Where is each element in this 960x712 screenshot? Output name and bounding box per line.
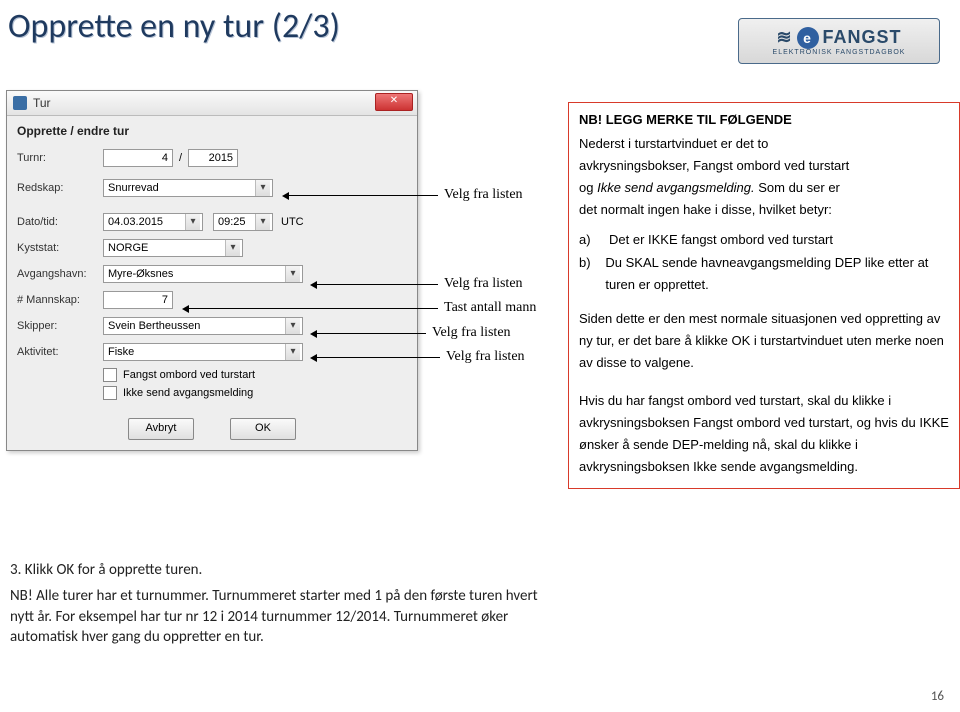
close-button[interactable]: ✕ <box>375 93 413 111</box>
bottom-instructions: 3. Klikk OK for å opprette turen. NB! Al… <box>10 560 550 647</box>
avbryt-button[interactable]: Avbryt <box>128 418 194 440</box>
kyststat-label: Kyststat: <box>17 242 103 254</box>
skipper-value: Svein Bertheussen <box>108 320 200 332</box>
dialog-titlebar: Tur ✕ <box>7 91 417 116</box>
bl-line1: 3. Klikk OK for å opprette turen. <box>10 560 550 580</box>
anno-5: Velg fra listen <box>446 349 525 365</box>
redskap-value: Snurrevad <box>108 182 159 194</box>
arrow-5 <box>316 357 440 358</box>
info-heading: NB! LEGG MERKE TIL FØLGENDE <box>579 109 949 131</box>
info-p1c-pre: og <box>579 180 597 195</box>
avgangshavn-label: Avgangshavn: <box>17 268 103 280</box>
logo: ≋ e FANGST ELEKTRONISK FANGSTDAGBOK <box>738 18 940 64</box>
kyststat-value: NORGE <box>108 242 148 254</box>
fangst-ombord-checkbox[interactable] <box>103 368 117 382</box>
utc-label: UTC <box>281 216 304 228</box>
skipper-select[interactable]: Svein Bertheussen <box>103 317 303 335</box>
arrow-1 <box>288 195 438 196</box>
slide-title: Opprette en ny tur (2/3) <box>8 6 340 47</box>
skipper-label: Skipper: <box>17 320 103 332</box>
redskap-label: Redskap: <box>17 182 103 194</box>
info-p1c-i: Ikke send avgangsmelding. <box>597 180 755 195</box>
logo-e-icon: e <box>797 27 819 49</box>
dialog-icon <box>13 96 27 110</box>
info-p3: Hvis du har fangst ombord ved turstart, … <box>579 390 949 478</box>
arrow-2 <box>316 284 438 285</box>
redskap-select[interactable]: Snurrevad <box>103 179 273 197</box>
ikke-send-label: Ikke send avgangsmelding <box>123 387 253 399</box>
aktivitet-label: Aktivitet: <box>17 346 103 358</box>
arrow-4 <box>316 333 426 334</box>
turnr-sep: / <box>179 152 182 164</box>
tur-dialog: Tur ✕ Opprette / endre tur Turnr: 4 / 20… <box>6 90 418 451</box>
anno-3: Tast antall mann <box>444 300 536 316</box>
aktivitet-select[interactable]: Fiske <box>103 343 303 361</box>
dato-label: Dato/tid: <box>17 216 103 228</box>
tid-input[interactable]: 09:25 <box>213 213 273 231</box>
anno-2: Velg fra listen <box>444 276 523 292</box>
waves-icon: ≋ <box>776 27 792 48</box>
aktivitet-value: Fiske <box>108 346 134 358</box>
dialog-heading: Opprette / endre tur <box>17 124 407 138</box>
kyststat-select[interactable]: NORGE <box>103 239 243 257</box>
anno-4: Velg fra listen <box>432 325 511 341</box>
bl-line2: NB! Alle turer har et turnummer. Turnumm… <box>10 586 550 647</box>
info-li-a-key: a) <box>579 229 597 251</box>
avgangshavn-value: Myre-Øksnes <box>108 268 173 280</box>
mannskap-label: # Mannskap: <box>17 294 103 306</box>
avgangshavn-select[interactable]: Myre-Øksnes <box>103 265 303 283</box>
page-number: 16 <box>931 689 944 704</box>
fangst-ombord-label: Fangst ombord ved turstart <box>123 369 255 381</box>
dato-value: 04.03.2015 <box>108 216 163 228</box>
logo-subtitle: ELEKTRONISK FANGSTDAGBOK <box>773 49 906 56</box>
mannskap-input[interactable]: 7 <box>103 291 173 309</box>
turnr-year-input[interactable]: 2015 <box>188 149 238 167</box>
info-li-b-key: b) <box>579 252 593 296</box>
info-li-a-text: Det er IKKE fangst ombord ved turstart <box>609 229 833 251</box>
info-p1d: det normalt ingen hake i disse, hvilket … <box>579 202 832 217</box>
turnr-label: Turnr: <box>17 152 103 164</box>
info-li-b-text: Du SKAL sende havneavgangsmelding DEP li… <box>605 252 949 296</box>
info-p1b: avkrysningsbokser, Fangst ombord ved tur… <box>579 158 849 173</box>
ikke-send-checkbox[interactable] <box>103 386 117 400</box>
info-p1c-post: Som du ser er <box>755 180 840 195</box>
logo-main: FANGST <box>823 27 902 48</box>
dato-input[interactable]: 04.03.2015 <box>103 213 203 231</box>
anno-1: Velg fra listen <box>444 187 523 203</box>
turnr-input[interactable]: 4 <box>103 149 173 167</box>
tid-value: 09:25 <box>218 216 246 228</box>
arrow-3 <box>188 308 438 309</box>
info-p1a: Nederst i turstartvinduet er det to <box>579 136 768 151</box>
dialog-title: Tur <box>33 96 51 110</box>
ok-button[interactable]: OK <box>230 418 296 440</box>
info-p2: Siden dette er den mest normale situasjo… <box>579 308 949 374</box>
info-box: NB! LEGG MERKE TIL FØLGENDE Nederst i tu… <box>568 102 960 489</box>
